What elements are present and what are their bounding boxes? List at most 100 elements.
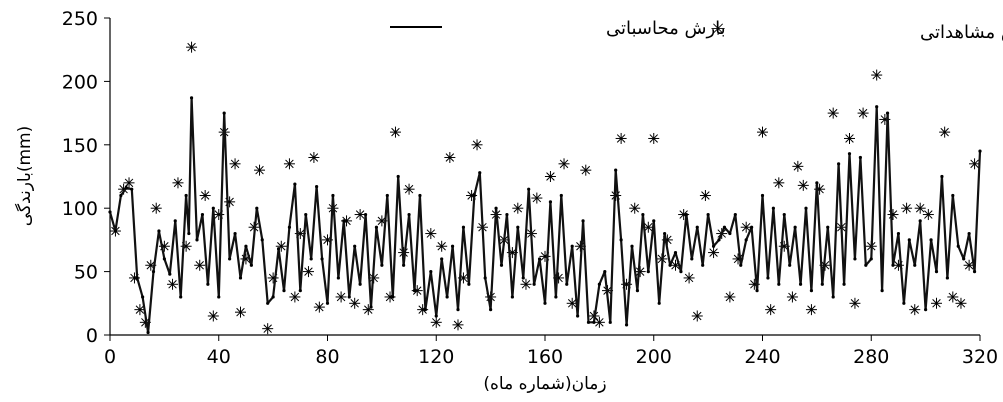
calculated-point bbox=[336, 276, 340, 280]
calculated-point bbox=[304, 212, 308, 217]
observed-point bbox=[947, 291, 959, 303]
calculated-point bbox=[233, 231, 237, 236]
calculated-point bbox=[690, 257, 694, 261]
observed-point bbox=[871, 69, 883, 81]
calculated-line bbox=[108, 96, 982, 334]
observed-point bbox=[349, 297, 361, 309]
observed-point bbox=[648, 132, 660, 144]
calculated-point bbox=[287, 225, 292, 229]
observed-point bbox=[425, 228, 437, 240]
calculated-point bbox=[706, 212, 710, 217]
calculated-point bbox=[652, 219, 656, 223]
legend-calculated-label: بارش محاسباتی bbox=[606, 18, 726, 39]
observed-point bbox=[765, 304, 777, 316]
observed-point bbox=[849, 297, 861, 309]
observed-point bbox=[520, 278, 532, 290]
calculated-point bbox=[315, 185, 319, 189]
calculated-point bbox=[646, 270, 650, 274]
observed-point bbox=[558, 158, 570, 170]
observed-point bbox=[792, 160, 804, 172]
observed-point bbox=[740, 221, 752, 233]
calculated-point bbox=[271, 295, 275, 299]
calculated-point bbox=[793, 225, 797, 229]
observed-point bbox=[335, 291, 347, 303]
calculated-point bbox=[635, 289, 640, 293]
calculated-point bbox=[918, 219, 922, 223]
calculated-point bbox=[565, 282, 569, 286]
legend-observed-marker: ✳ bbox=[710, 19, 725, 40]
observed-point bbox=[302, 266, 314, 278]
calculated-point bbox=[809, 289, 814, 293]
calculated-point bbox=[135, 276, 139, 280]
calculated-point bbox=[407, 212, 411, 217]
calculated-point bbox=[630, 244, 634, 248]
observed-point bbox=[186, 41, 198, 53]
calculated-point bbox=[597, 282, 601, 286]
calculated-point bbox=[113, 229, 118, 233]
calculated-point bbox=[217, 295, 221, 299]
observed-point bbox=[199, 190, 211, 202]
calculated-point bbox=[951, 193, 955, 198]
observed-point bbox=[123, 177, 135, 189]
calculated-point bbox=[499, 263, 504, 267]
calculated-point bbox=[162, 257, 166, 261]
x-tick-label: 320 bbox=[962, 346, 998, 368]
observed-point bbox=[642, 221, 654, 233]
calculated-point bbox=[298, 289, 302, 293]
observed-point bbox=[969, 158, 981, 170]
calculated-point bbox=[750, 225, 754, 229]
calculated-point bbox=[124, 186, 128, 190]
observed-point bbox=[539, 250, 551, 262]
observed-point bbox=[444, 151, 456, 163]
calculated-point bbox=[771, 206, 775, 210]
calculated-point bbox=[179, 295, 183, 299]
calculated-point bbox=[663, 231, 667, 236]
observed-point bbox=[615, 132, 627, 144]
calculated-point bbox=[494, 206, 498, 210]
calculated-point bbox=[363, 212, 368, 217]
calculated-point bbox=[967, 231, 971, 236]
calculated-point bbox=[189, 96, 194, 100]
calculated-point bbox=[934, 270, 939, 274]
x-tick-label: 200 bbox=[636, 346, 672, 368]
calculated-point bbox=[766, 276, 770, 280]
calculated-point bbox=[537, 257, 542, 261]
calculated-point bbox=[820, 282, 824, 286]
calculated-point bbox=[527, 187, 531, 191]
observed-point bbox=[699, 190, 711, 202]
calculated-point bbox=[940, 174, 944, 179]
calculated-point bbox=[956, 244, 960, 248]
x-tick-label: 40 bbox=[207, 346, 231, 368]
calculated-point bbox=[353, 244, 357, 248]
observed-point bbox=[167, 278, 179, 290]
calculated-point bbox=[641, 212, 645, 217]
legend: بارش محاسباتی ✳ بارش مشاهداتی bbox=[390, 18, 1003, 43]
calculated-point bbox=[570, 244, 574, 248]
x-tick-label: 160 bbox=[527, 346, 563, 368]
observed-point bbox=[403, 183, 415, 195]
calculated-point bbox=[831, 295, 835, 299]
calculated-point bbox=[798, 282, 803, 286]
calculated-point bbox=[342, 219, 346, 223]
calculated-point bbox=[516, 225, 520, 229]
calculated-point bbox=[891, 263, 895, 267]
calculated-series bbox=[108, 96, 982, 335]
calculated-point bbox=[456, 308, 460, 312]
observed-point bbox=[857, 107, 869, 119]
observed-point bbox=[931, 297, 942, 309]
observed-point bbox=[430, 316, 442, 328]
calculated-point bbox=[701, 263, 705, 267]
calculated-point bbox=[119, 193, 123, 198]
calculated-point bbox=[945, 276, 949, 280]
calculated-point bbox=[608, 320, 612, 324]
calculated-point bbox=[739, 263, 743, 267]
observed-point bbox=[955, 297, 967, 309]
calculated-point bbox=[347, 295, 351, 299]
calculated-point bbox=[157, 229, 161, 233]
calculated-point bbox=[853, 257, 857, 261]
observed-point bbox=[939, 126, 951, 138]
calculated-point bbox=[222, 111, 226, 115]
calculated-point bbox=[777, 282, 781, 286]
observed-point bbox=[512, 202, 524, 214]
calculated-point bbox=[559, 193, 563, 198]
